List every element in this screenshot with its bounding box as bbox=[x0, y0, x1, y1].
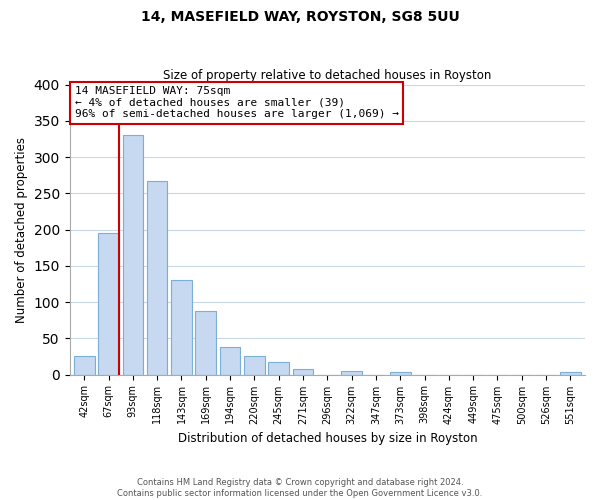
Bar bbox=[268, 362, 289, 374]
Text: 14 MASEFIELD WAY: 75sqm
← 4% of detached houses are smaller (39)
96% of semi-det: 14 MASEFIELD WAY: 75sqm ← 4% of detached… bbox=[75, 86, 399, 119]
Bar bbox=[171, 280, 192, 374]
Y-axis label: Number of detached properties: Number of detached properties bbox=[15, 136, 28, 322]
Bar bbox=[147, 181, 167, 374]
Bar bbox=[560, 372, 581, 374]
Text: 14, MASEFIELD WAY, ROYSTON, SG8 5UU: 14, MASEFIELD WAY, ROYSTON, SG8 5UU bbox=[140, 10, 460, 24]
X-axis label: Distribution of detached houses by size in Royston: Distribution of detached houses by size … bbox=[178, 432, 477, 445]
Bar bbox=[220, 347, 241, 374]
Bar bbox=[244, 356, 265, 374]
Bar bbox=[196, 312, 216, 374]
Bar bbox=[293, 369, 313, 374]
Bar bbox=[341, 371, 362, 374]
Bar bbox=[122, 136, 143, 374]
Title: Size of property relative to detached houses in Royston: Size of property relative to detached ho… bbox=[163, 69, 491, 82]
Bar bbox=[74, 356, 95, 374]
Bar bbox=[390, 372, 410, 374]
Bar bbox=[98, 233, 119, 374]
Text: Contains HM Land Registry data © Crown copyright and database right 2024.
Contai: Contains HM Land Registry data © Crown c… bbox=[118, 478, 482, 498]
